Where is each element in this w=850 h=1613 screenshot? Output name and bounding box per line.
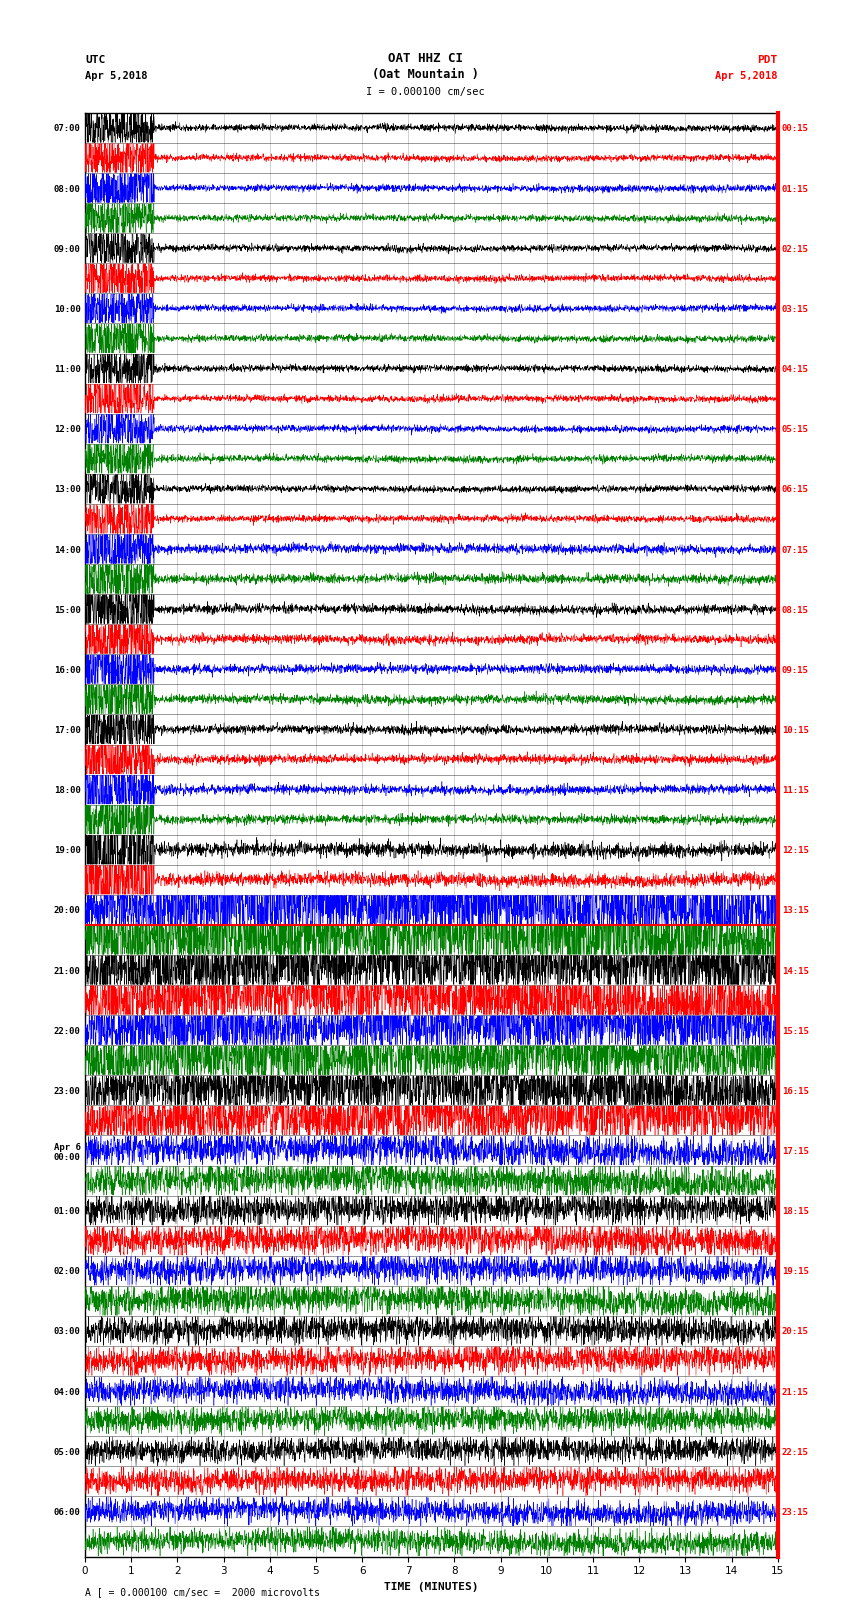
Text: (Oat Mountain ): (Oat Mountain ) (371, 68, 479, 81)
Text: I = 0.000100 cm/sec: I = 0.000100 cm/sec (366, 87, 484, 97)
Text: Apr 5,2018: Apr 5,2018 (85, 71, 148, 81)
Text: OAT HHZ CI: OAT HHZ CI (388, 52, 462, 65)
X-axis label: TIME (MINUTES): TIME (MINUTES) (384, 1582, 479, 1592)
Text: A [ = 0.000100 cm/sec =  2000 microvolts: A [ = 0.000100 cm/sec = 2000 microvolts (85, 1587, 320, 1597)
Text: UTC: UTC (85, 55, 105, 65)
Text: PDT: PDT (757, 55, 778, 65)
Text: Apr 5,2018: Apr 5,2018 (715, 71, 778, 81)
